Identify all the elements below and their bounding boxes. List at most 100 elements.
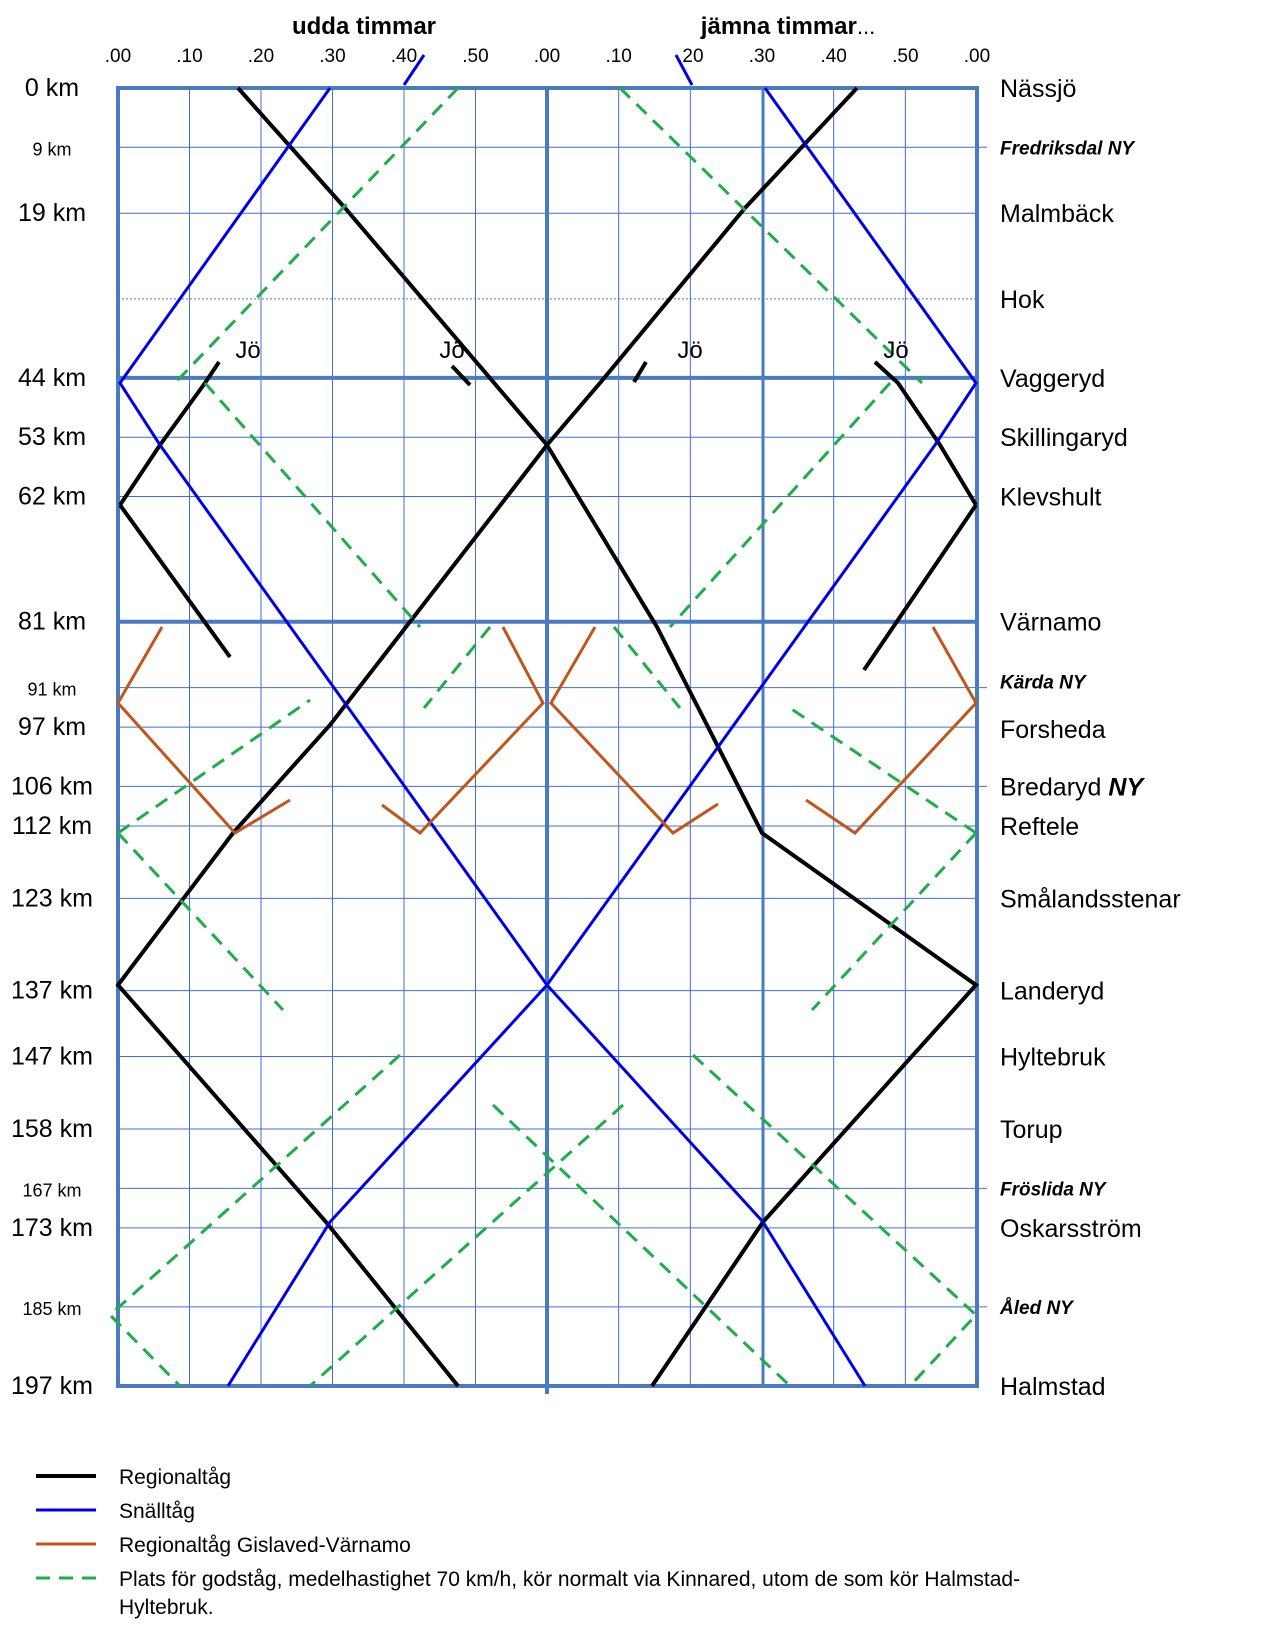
- regional-train-jo-4: [632, 360, 648, 384]
- even-hours-ellipsis: ...: [857, 14, 875, 39]
- km-label: 123 km: [11, 884, 93, 912]
- station-label: Landeryd: [1000, 978, 1104, 1006]
- jo-label-1: Jö: [235, 337, 260, 364]
- station-label: Hyltebruk: [1000, 1044, 1106, 1072]
- station-label: Halmstad: [1000, 1373, 1106, 1401]
- legend-label-godstag: Plats för godståg, medelhastighet 70 km/…: [119, 1568, 1020, 1591]
- km-label: 19 km: [18, 199, 86, 227]
- jo-label-4: Jö: [883, 337, 908, 364]
- legend-label-snalltag: Snälltåg: [119, 1500, 195, 1523]
- legend-label-regional: Regionaltåg: [119, 1466, 231, 1489]
- station-label: Oskarsström: [1000, 1215, 1142, 1243]
- even-hours-header: jämna timmar...: [700, 13, 875, 40]
- station-label: Reftele: [1000, 813, 1079, 841]
- tick-label-even: .40: [820, 46, 846, 67]
- regional-train-jo-2: [873, 360, 978, 507]
- jo-label-2: Jö: [439, 337, 464, 364]
- km-label: 53 km: [18, 423, 86, 451]
- km-label: 97 km: [18, 713, 86, 741]
- godstag-path-6: [422, 626, 492, 709]
- km-label: 112 km: [12, 812, 92, 840]
- station-label: Värnamo: [1000, 609, 1101, 637]
- km-label: 62 km: [18, 483, 86, 511]
- godstag-path-12: [691, 1053, 979, 1388]
- km-label: 197 km: [11, 1372, 93, 1400]
- km-label: 158 km: [11, 1115, 93, 1143]
- km-label: 44 km: [18, 364, 86, 392]
- godstag-path-8: [789, 706, 977, 835]
- train-lines: [107, 54, 979, 1388]
- gislaved-train-2: [381, 626, 545, 835]
- station-label: Fredriksdal NY: [1000, 138, 1136, 159]
- gislaved-train-1: [116, 626, 291, 835]
- station-label: Åled NY: [999, 1298, 1075, 1319]
- station-label: Smålandsstenar: [1000, 885, 1181, 913]
- tick-label-odd: .30: [319, 46, 345, 67]
- tick-label-even: .50: [892, 46, 918, 67]
- tick-label-even: .10: [605, 46, 631, 67]
- tick-label-odd: .40: [391, 46, 417, 67]
- km-label: 0 km: [25, 74, 79, 102]
- godstag-path-3: [203, 382, 422, 628]
- tick-label-odd: .00: [105, 46, 131, 67]
- snalltag-stub-1: [402, 54, 426, 86]
- station-new-tag: NY: [1108, 773, 1145, 801]
- graph-frame: [116, 86, 979, 1388]
- station-label: Nässjö: [1000, 75, 1076, 103]
- godstag-path-11: [107, 1053, 402, 1388]
- km-label: 106 km: [11, 772, 93, 800]
- tick-label-even: .00: [534, 46, 560, 67]
- station-label: Skillingaryd: [1000, 424, 1128, 452]
- km-label: 137 km: [11, 977, 93, 1005]
- km-label: 167 km: [22, 1180, 81, 1200]
- godstag-path-2: [618, 86, 924, 385]
- station-labels: 0 km Nässjö 9 km Fredriksdal NY 19 km Malmbäc…: [11, 74, 1181, 1401]
- km-label: 173 km: [11, 1214, 93, 1242]
- km-label: 9 km: [32, 139, 71, 159]
- godstag-path-14: [308, 1103, 625, 1388]
- gislaved-train-4: [805, 626, 978, 835]
- godstag-path-9: [116, 831, 285, 1012]
- legend: Regionaltåg Snälltåg Regionaltåg Gislave…: [36, 1466, 1020, 1619]
- snalltag-stub-2: [674, 54, 694, 86]
- station-label: Forsheda: [1000, 716, 1106, 744]
- station-label: Fröslida NY: [1000, 1179, 1108, 1200]
- station-label: Bredaryd NY: [1000, 773, 1145, 801]
- tick-label-even: .00: [964, 46, 990, 67]
- tick-label-odd: .50: [462, 46, 488, 67]
- godstag-path-10: [810, 831, 978, 1012]
- station-label: Malmbäck: [1000, 200, 1114, 228]
- even-hours-title: jämna timmar: [700, 13, 857, 40]
- station-label: Klevshult: [1000, 484, 1101, 512]
- tick-label-even: .30: [749, 46, 775, 67]
- time-tick-labels: .00 .10 .20 .30 .40 .50 .00 .10 .20 .30 .40 .50 .00: [105, 46, 990, 67]
- station-label: Kärda NY: [1000, 673, 1088, 694]
- godstag-path-5: [612, 626, 682, 709]
- snalltag-train-2: [545, 87, 978, 1387]
- km-label: 147 km: [11, 1043, 93, 1071]
- station-label: Hok: [1000, 286, 1045, 314]
- gislaved-train-3: [549, 626, 719, 835]
- regional-train-jo-3: [450, 364, 472, 387]
- tick-label-odd: .20: [248, 46, 274, 67]
- km-label: 81 km: [18, 608, 86, 636]
- godstag-path-1: [173, 86, 460, 385]
- regional-train-2: [115, 86, 859, 1388]
- godstag-path-4: [668, 381, 892, 629]
- station-label: Torup: [1000, 1116, 1063, 1144]
- godstag-path-7: [117, 698, 311, 835]
- regional-train-jo-1: [118, 360, 221, 507]
- grid: [116, 86, 987, 1394]
- regional-train-4: [862, 503, 978, 672]
- legend-label-gislaved: Regionaltåg Gislaved-Värnamo: [119, 1534, 411, 1557]
- tick-label-odd: .10: [176, 46, 202, 67]
- regional-train-3: [118, 503, 232, 659]
- regional-train-1: [236, 86, 979, 1388]
- snalltag-train-1: [118, 87, 549, 1387]
- km-label: 185 km: [22, 1299, 81, 1319]
- odd-hours-header: udda timmar: [292, 13, 436, 40]
- legend-label-godstag-cont: Hyltebruk.: [119, 1596, 214, 1619]
- tick-label-even: .20: [677, 46, 703, 67]
- jo-label-3: Jö: [677, 337, 702, 364]
